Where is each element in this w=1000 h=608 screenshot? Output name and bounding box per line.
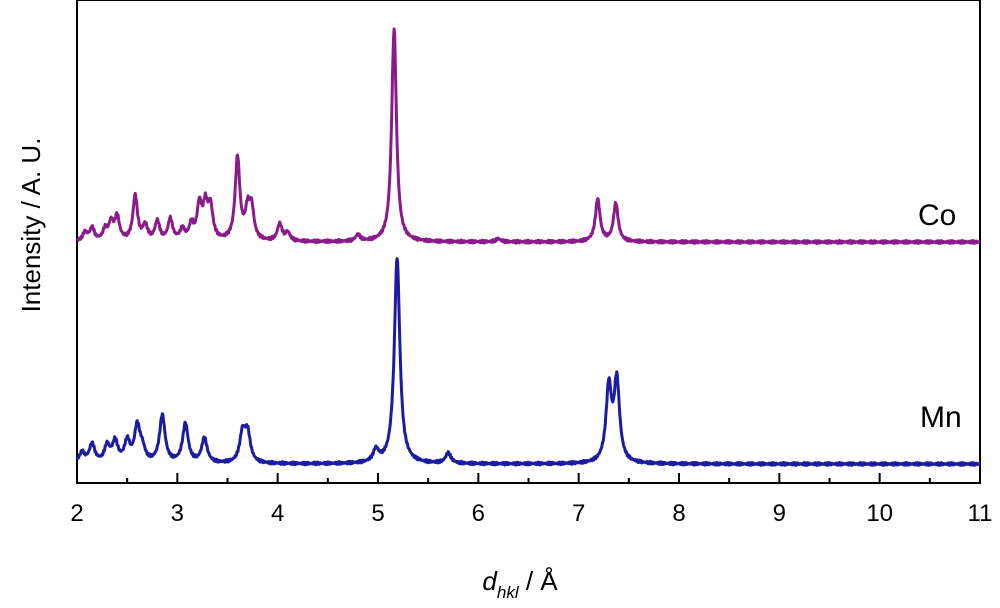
x-tick-label: 5 xyxy=(371,500,384,527)
x-tick-label: 9 xyxy=(773,500,786,527)
x-tick-label: 3 xyxy=(171,500,184,527)
x-axis-label: dhkl / Å xyxy=(482,566,558,602)
series-label-mn: Mn xyxy=(920,401,962,434)
x-tick-label: 7 xyxy=(572,500,585,527)
x-tick-label: 2 xyxy=(70,500,83,527)
y-axis-label: Intensity / A. U. xyxy=(16,138,46,313)
series-line-co xyxy=(76,27,981,245)
x-tick-label: 10 xyxy=(866,500,893,527)
series-line-mn xyxy=(75,257,981,467)
x-tick-label: 8 xyxy=(672,500,685,527)
series-label-co: Co xyxy=(918,199,956,232)
x-tick-label: 11 xyxy=(968,500,993,527)
x-tick-label: 4 xyxy=(271,500,284,527)
x-tick-label: 6 xyxy=(472,500,485,527)
